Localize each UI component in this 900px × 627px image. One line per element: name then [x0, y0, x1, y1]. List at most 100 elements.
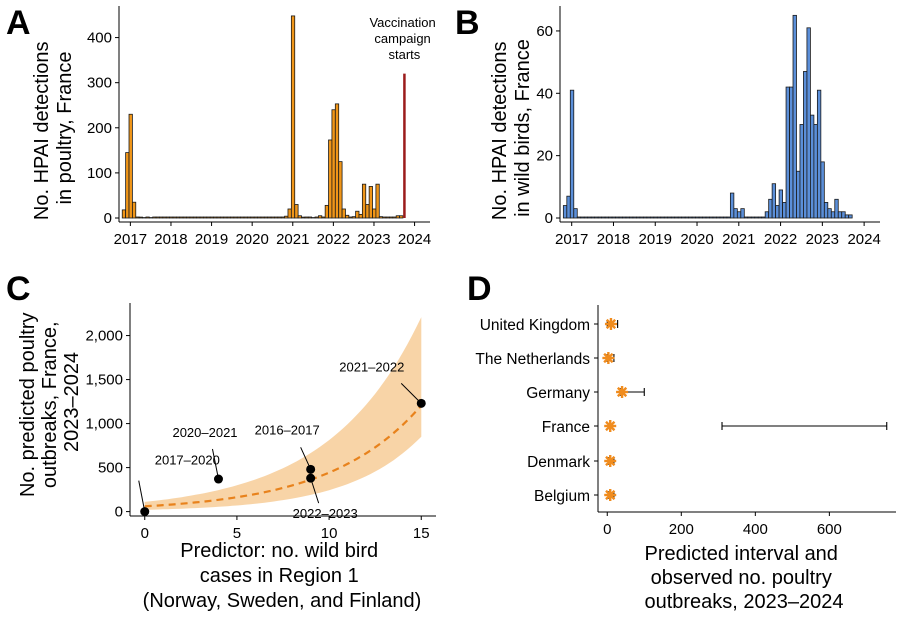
x-tick-label: 2017 — [114, 231, 147, 248]
bar-a-17 — [179, 216, 184, 219]
bar-a-24 — [203, 216, 208, 219]
bar-b-60 — [771, 183, 777, 219]
country-label-germany: Germany — [526, 385, 590, 402]
bar-b-26 — [653, 216, 658, 219]
bar-b-36 — [688, 216, 693, 219]
bar-a-3 — [131, 201, 137, 219]
bar-a-9 — [152, 216, 157, 219]
bar-a-23 — [199, 216, 204, 219]
bar-a-2 — [128, 113, 133, 219]
prediction-band — [144, 317, 422, 510]
bar-a-44 — [270, 216, 275, 219]
bar-b-38 — [695, 216, 700, 219]
bar-a-58 — [318, 215, 323, 219]
bar-a-80 — [392, 216, 397, 219]
bar-b-13 — [608, 216, 613, 219]
panel-d-xlabel: Predicted interval and observed no. poul… — [644, 543, 843, 613]
bar-b-31 — [670, 216, 676, 219]
bar-a-57 — [314, 216, 319, 219]
bar-a-37 — [246, 216, 252, 219]
panel-c-xlabel-line3: (Norway, Sweden, and Finland) — [143, 590, 422, 612]
bar-b-16 — [618, 216, 623, 219]
country-label-denmark: Denmark — [527, 454, 590, 471]
bar-b-65 — [789, 86, 794, 219]
y-tick-label: 20 — [536, 148, 553, 165]
panel-c-xlabel-line1: Predictor: no. wild bird — [180, 540, 378, 562]
bar-a-75 — [375, 183, 380, 219]
bar-a-34 — [236, 216, 242, 219]
bar-b-55 — [754, 216, 759, 219]
bar-a-70 — [358, 213, 363, 219]
bar-b-34 — [681, 216, 686, 219]
bar-a-48 — [284, 215, 289, 219]
bar-b-80 — [841, 211, 846, 219]
bar-b-7 — [587, 216, 592, 219]
bar-b-57 — [761, 216, 766, 219]
x-tick-label: 2022 — [317, 231, 350, 248]
panel-c-ylabel-line2: outbreaks, France, — [39, 321, 61, 488]
bar-a-15 — [172, 216, 177, 219]
panel-c-x-tick-label: 5 — [233, 525, 241, 542]
x-tick-label: 2018 — [597, 231, 630, 248]
x-tick-label: 2019 — [195, 231, 228, 248]
observed-star-stroke — [605, 489, 616, 501]
bar-b-28 — [660, 216, 665, 219]
panel-b-bars — [562, 14, 853, 219]
panel-b-ylabel-line2: in wild birds, France — [512, 39, 534, 217]
country-label-belgium: Belgium — [534, 488, 590, 505]
panel-d-x-tick-label: 200 — [669, 521, 694, 538]
bar-a-7 — [145, 216, 150, 219]
bar-a-12 — [162, 216, 167, 219]
panel-a-bars — [121, 15, 404, 219]
bar-b-37 — [691, 216, 696, 219]
bar-b-67 — [796, 170, 801, 219]
panel-c-xlabel: Predictor: no. wild bird cases in Region… — [143, 540, 422, 612]
bar-a-39 — [253, 216, 258, 219]
panel-d-plot — [602, 318, 888, 501]
bar-b-4 — [576, 216, 582, 219]
bar-a-10 — [155, 216, 160, 219]
y-tick-label: 400 — [87, 30, 112, 47]
bar-a-21 — [192, 216, 198, 219]
bar-a-14 — [169, 216, 174, 219]
observed-star-stroke — [603, 352, 614, 364]
bar-b-69 — [803, 71, 808, 219]
bar-a-1 — [125, 152, 130, 219]
x-tick-label: 2023 — [806, 231, 839, 248]
bar-a-66 — [345, 214, 350, 219]
y-tick-label: 200 — [87, 120, 112, 137]
bar-b-11 — [601, 216, 606, 219]
vaccination-annotation: Vaccination campaign starts — [369, 15, 436, 218]
country-label-united-kingdom: United Kingdom — [480, 317, 590, 334]
bar-b-81 — [844, 214, 850, 219]
bar-b-63 — [782, 202, 787, 219]
panel-c-prediction-chart: No. predicted poultry outbreaks, France,… — [17, 303, 436, 612]
bar-b-8 — [590, 216, 596, 219]
panel-d-xlabel-line2: observed no. poultry — [651, 567, 832, 589]
point-label-2021–2022: 2021–2022 — [339, 359, 404, 374]
bar-b-64 — [785, 86, 790, 219]
y-tick-label: 0 — [545, 210, 553, 227]
x-tick-label: 2022 — [764, 231, 797, 248]
bar-a-19 — [186, 216, 191, 219]
bar-a-82 — [399, 215, 404, 219]
bar-a-74 — [372, 208, 377, 219]
bar-b-0 — [562, 205, 568, 219]
y-tick-label: 40 — [536, 85, 553, 102]
bar-a-62 — [331, 109, 336, 219]
point-label-2020–2021: 2020–2021 — [172, 425, 237, 440]
panel-a-axes: 0 100 200 300 400 2017 2018 2019 2020 2021 2022 202… — [87, 6, 431, 248]
panel-d-xlabel-line3: outbreaks, 2023–2024 — [644, 591, 843, 613]
bar-a-51 — [294, 204, 299, 219]
panel-letter-b: B — [455, 4, 480, 42]
bar-a-16 — [175, 216, 181, 219]
bar-b-32 — [674, 216, 679, 219]
observed-star-stroke — [605, 455, 616, 467]
observed-star-stroke — [616, 386, 628, 398]
bar-b-78 — [834, 198, 839, 219]
bar-b-47 — [726, 216, 731, 219]
panel-c-x-tick-label: 10 — [321, 525, 338, 542]
bar-a-45 — [274, 216, 279, 219]
bar-b-72 — [813, 124, 818, 219]
